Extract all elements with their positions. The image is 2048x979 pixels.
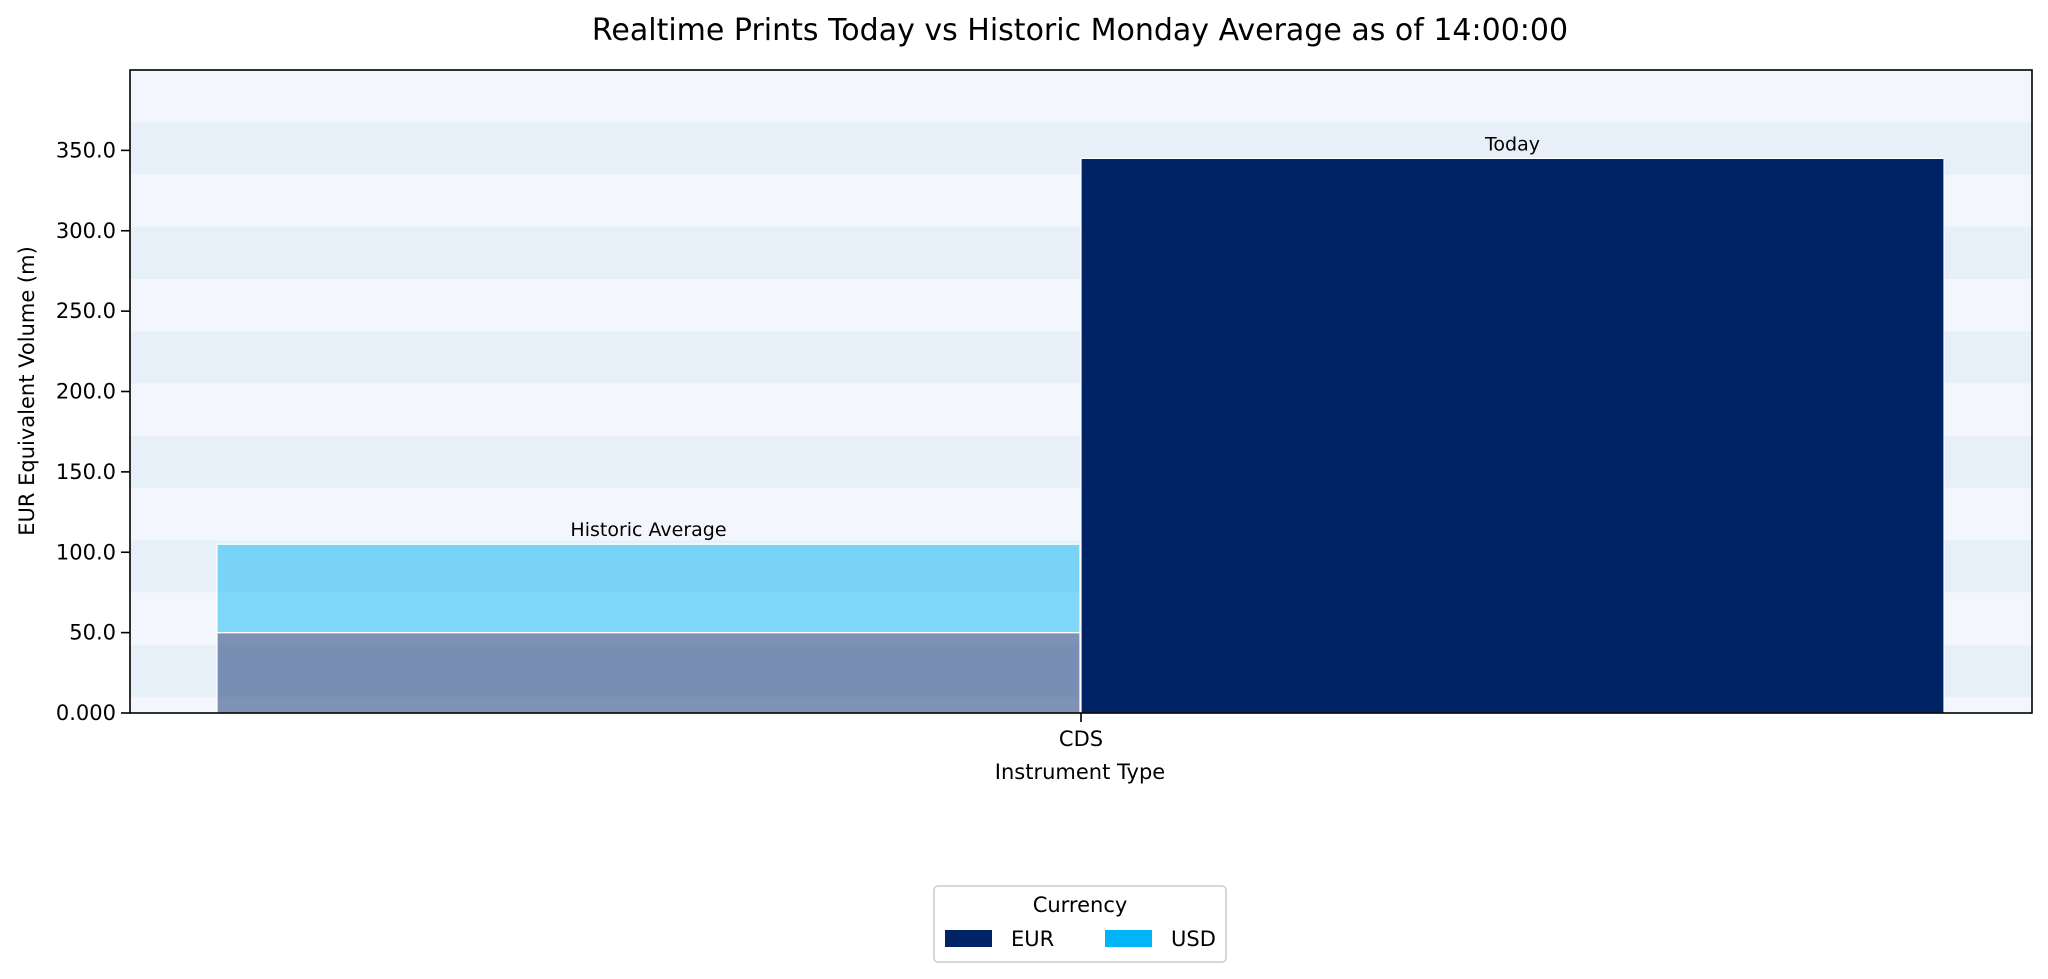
legend-title: Currency xyxy=(1033,893,1128,917)
bar-label: Historic Average xyxy=(570,519,726,541)
x-tick-label: CDS xyxy=(1059,727,1103,751)
legend-entries: EUR USD xyxy=(945,927,1216,951)
bar-label: Today xyxy=(1484,133,1540,155)
legend-swatch-usd xyxy=(1105,930,1152,947)
y-tick-label: 0.000 xyxy=(56,701,116,725)
bars-group xyxy=(216,157,1945,714)
legend-label-usd: USD xyxy=(1171,927,1216,951)
background-band xyxy=(130,70,2032,123)
bar-historic-average-eur xyxy=(216,632,1081,714)
y-axis: 0.000 50.0 100.0 150.0 200.0 250.0 300.0 350.0 xyxy=(56,138,130,725)
bar-labels-group: Historic Average Today xyxy=(570,133,1540,541)
bar-today-eur xyxy=(1080,157,1945,714)
y-tick-label: 200.0 xyxy=(56,380,116,404)
y-tick-label: 150.0 xyxy=(56,460,116,484)
chart-title: Realtime Prints Today vs Historic Monday… xyxy=(592,13,1568,48)
y-tick-label: 250.0 xyxy=(56,299,116,323)
bar-historic-average-usd xyxy=(216,543,1081,634)
y-tick-label: 300.0 xyxy=(56,219,116,243)
y-tick-label: 50.0 xyxy=(69,621,116,645)
x-axis-label: Instrument Type xyxy=(995,760,1165,784)
y-tick-label: 350.0 xyxy=(56,138,116,162)
legend-frame xyxy=(933,885,1227,963)
y-tick-label: 100.0 xyxy=(56,540,116,564)
legend-label-eur: EUR xyxy=(1011,927,1054,951)
legend: Currency EUR USD xyxy=(933,885,1227,963)
y-axis-label: EUR Equivalent Volume (m) xyxy=(15,246,39,536)
legend-swatch-eur xyxy=(945,930,992,947)
x-axis: CDS xyxy=(1059,713,1103,751)
